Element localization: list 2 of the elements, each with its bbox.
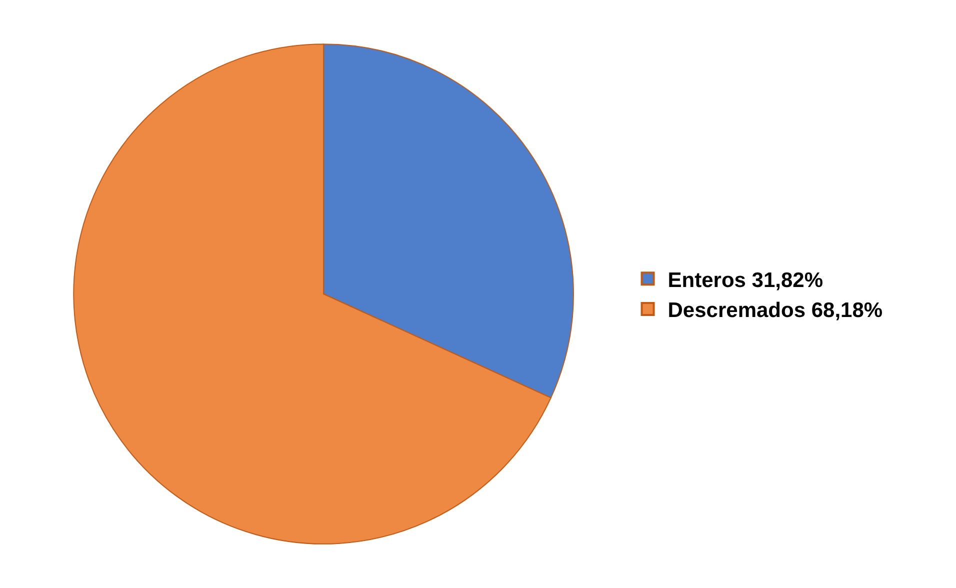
legend-label: Enteros 31,82% <box>668 268 824 292</box>
legend-label: Descremados 68,18% <box>668 299 883 322</box>
